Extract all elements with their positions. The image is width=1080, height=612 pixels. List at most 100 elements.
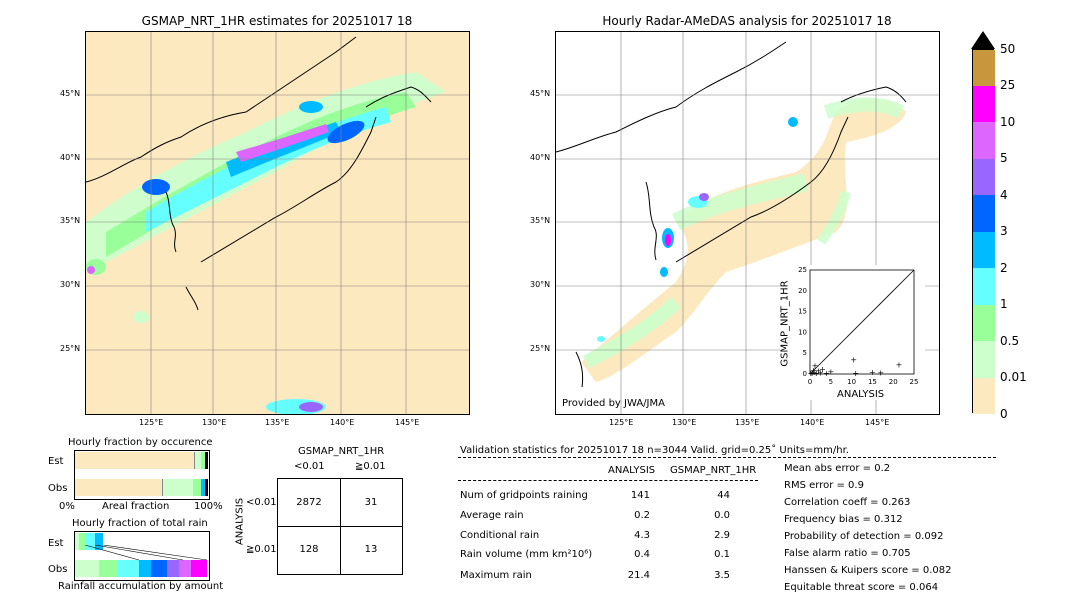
- scatter-point-15: +: [896, 360, 903, 369]
- occurence-obs-label: Obs: [48, 483, 68, 494]
- validation-row-1-label: Average rain: [460, 510, 524, 521]
- left-map-svg: [86, 32, 469, 414]
- left-lat-35: 35°N: [60, 216, 81, 225]
- right-lon-135: 135°E: [735, 418, 760, 427]
- validation-row-2-analysis: 4.3: [634, 530, 650, 541]
- scatter-xtick-4: 20: [889, 378, 898, 386]
- validation-header-rule: [458, 457, 996, 458]
- validation-row-0-gsmap: 44: [717, 490, 730, 501]
- scatter-ytick-4: 20: [798, 287, 807, 295]
- cb-label-10: 10: [1000, 115, 1016, 129]
- cb-label-5: 5: [1000, 151, 1008, 165]
- cb-label-3: 3: [1000, 224, 1008, 238]
- occurence-title: Hourly fraction by occurence: [68, 437, 213, 448]
- validation-row-4-gsmap: 3.5: [714, 570, 730, 581]
- score-2: Correlation coeff = 0.263: [784, 497, 911, 508]
- occurence-obs-bar: [75, 479, 209, 496]
- scatter-point-8: +: [819, 365, 826, 374]
- colorbar-labels: 50 25 10 5 4 3 2 1 0.5 0.01 0: [972, 40, 1072, 421]
- score-3: Frequency bias = 0.312: [784, 514, 903, 525]
- scatter-point-4: +: [812, 362, 819, 371]
- scatter-point-6: +: [815, 367, 822, 376]
- contingency-title: GSMAP_NRT_1HR: [298, 446, 385, 457]
- validation-row-3-analysis: 0.4: [634, 549, 650, 560]
- right-lat-45: 45°N: [530, 89, 551, 98]
- cb-seg-1: [973, 86, 995, 122]
- scatter-ytick-0: 0: [803, 370, 807, 378]
- credit-text: Provided by JWA/JMA: [562, 398, 665, 409]
- validation-row-0-analysis: 141: [630, 490, 650, 501]
- rain-est-bar: [75, 533, 105, 550]
- validation-row-1-analysis: 0.2: [634, 510, 650, 521]
- scatter-point-9: +: [823, 369, 830, 378]
- contingency-row-title: ANALYSIS: [234, 497, 246, 546]
- scatter-xtick-2: 10: [847, 378, 856, 386]
- right-map-title: Hourly Radar-AMeDAS analysis for 2025101…: [602, 14, 892, 28]
- score-0: Mean abs error = 0.2: [784, 463, 891, 474]
- scatter-point-5: +: [813, 369, 820, 378]
- right-lon-130: 130°E: [672, 418, 697, 427]
- right-lat-30: 30°N: [530, 280, 551, 289]
- scatter-xlabel: ANALYSIS: [837, 389, 885, 400]
- validation-col-rule: [458, 480, 758, 481]
- right-lat-25: 25°N: [530, 344, 551, 353]
- contingency-cell-3: 13: [364, 544, 378, 555]
- left-lat-45: 45°N: [60, 89, 81, 98]
- scatter-point-13: +: [869, 368, 876, 377]
- contingency-row-header-1: ≧0.01: [246, 544, 277, 555]
- right-lon-125: 125°E: [609, 418, 634, 427]
- cb-seg-3: [973, 159, 995, 195]
- right-lon-145: 145°E: [865, 418, 890, 427]
- cb-seg-0: [973, 50, 995, 86]
- scatter-point-1: +: [809, 369, 816, 378]
- cb-seg-4: [973, 195, 995, 232]
- cb-seg-2: [973, 122, 995, 159]
- right-map-svg: [556, 32, 939, 414]
- cb-label-4: 4: [1000, 188, 1008, 202]
- contingency-row-header-0: <0.01: [246, 497, 277, 508]
- scatter-point-11: +: [850, 355, 857, 364]
- rain-connector-lines: [84, 545, 207, 561]
- scatter-ytick-5: 25: [798, 266, 807, 274]
- validation-col-gsmap: GSMAP_NRT_1HR: [670, 465, 757, 476]
- occurence-est-label: Est: [48, 456, 64, 467]
- scatter-ytick-3: 15: [798, 308, 807, 316]
- scatter-point-12: +: [852, 369, 859, 378]
- validation-row-3-gsmap: 0.1: [714, 549, 730, 560]
- left-lon-130: 130°E: [202, 418, 227, 427]
- colorbar-arrow: [971, 31, 995, 49]
- validation-row-1-gsmap: 0.0: [714, 510, 730, 521]
- contingency-cell-0: 2872: [296, 497, 322, 508]
- score-4: Probability of detection = 0.092: [784, 531, 944, 542]
- occurence-axis-left: 0%: [59, 501, 75, 512]
- contingency-grid: 2872 31 128 13: [277, 478, 403, 575]
- score-5: False alarm ratio = 0.705: [784, 548, 911, 559]
- cb-label-50: 50: [1000, 42, 1016, 56]
- cb-seg-8: [973, 341, 995, 378]
- left-map-title: GSMAP_NRT_1HR estimates for 20251017 18: [141, 14, 413, 28]
- rain-obs-bar: [75, 560, 207, 577]
- contingency-col-header-1: ≧0.01: [355, 461, 386, 472]
- contingency-col-header-0: <0.01: [294, 461, 325, 472]
- validation-row-2-gsmap: 2.9: [714, 530, 730, 541]
- left-lon-140: 140°E: [330, 418, 355, 427]
- right-lon-140: 140°E: [800, 418, 825, 427]
- rain-est-label: Est: [48, 538, 64, 549]
- occurence-est-bar: [75, 452, 208, 469]
- left-lon-135: 135°E: [265, 418, 290, 427]
- left-lat-30: 30°N: [60, 280, 81, 289]
- contingency-cell-2: 128: [299, 544, 319, 555]
- cb-label-0: 0: [1000, 407, 1008, 421]
- validation-row-4-label: Maximum rain: [460, 570, 532, 581]
- rain-axis-label: Rainfall accumulation by amount: [58, 581, 224, 592]
- contingency-cell-1: 31: [364, 497, 378, 508]
- validation-header: Validation statistics for 20251017 18 n=…: [460, 445, 849, 456]
- validation-col-analysis: ANALYSIS: [608, 465, 656, 476]
- score-7: Equitable threat score = 0.064: [784, 582, 939, 593]
- validation-row-0-label: Num of gridpoints raining: [460, 490, 588, 501]
- score-1: RMS error = 0.9: [784, 480, 864, 491]
- scatter-point-14: +: [877, 368, 884, 377]
- scatter-ytick-1: 5: [803, 349, 807, 357]
- scatter-xtick-0: 0: [808, 378, 812, 386]
